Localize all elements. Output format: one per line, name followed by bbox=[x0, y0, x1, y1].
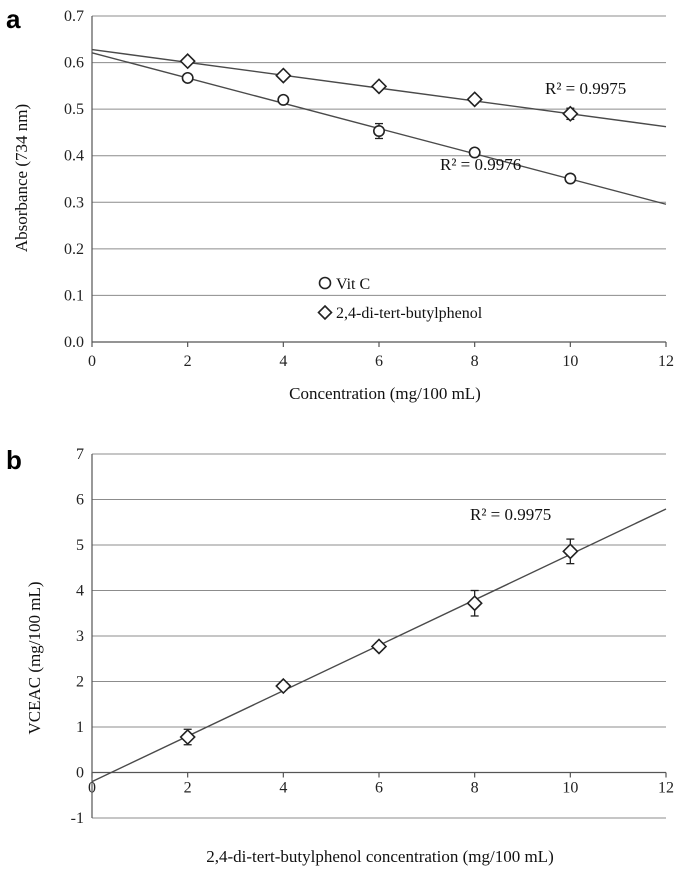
y-tick-label: 0.4 bbox=[64, 148, 84, 165]
y-tick-label: 0.0 bbox=[64, 334, 84, 351]
data-point-diamond bbox=[466, 91, 483, 108]
x-tick-label: 6 bbox=[375, 353, 383, 370]
data-point-diamond bbox=[370, 638, 388, 655]
legend-label-dtbp: 2,4-di-tert-butylphenol bbox=[336, 305, 483, 322]
y-tick-label: -1 bbox=[71, 810, 84, 827]
y-tick-label: 0.3 bbox=[64, 194, 84, 211]
x-tick-label: 2 bbox=[184, 780, 192, 797]
legend-circle-marker bbox=[318, 276, 332, 290]
x-tick-label: 4 bbox=[279, 353, 287, 370]
data-point-diamond bbox=[466, 595, 483, 612]
panel-a-legend: Vit C 2,4-di-tert-butylphenol bbox=[317, 276, 483, 322]
x-tick-label: 10 bbox=[562, 780, 578, 797]
panel-a-r2-dtbp-label: R² = 0.9975 bbox=[545, 79, 626, 98]
x-tick-label: 12 bbox=[658, 353, 674, 370]
x-tick-label: 10 bbox=[562, 353, 578, 370]
panel-b-r2-label: R² = 0.9975 bbox=[470, 505, 551, 524]
y-tick-label: 0.1 bbox=[64, 287, 84, 304]
y-tick-label: 0.2 bbox=[64, 241, 84, 258]
y-tick-label: 1 bbox=[76, 719, 84, 736]
y-tick-label: 0.5 bbox=[64, 101, 84, 118]
panel-b-letter: b bbox=[6, 445, 22, 475]
data-point-circle bbox=[372, 125, 385, 138]
y-tick-label: 5 bbox=[76, 537, 84, 554]
data-point-diamond bbox=[275, 677, 292, 695]
y-tick-label: 0 bbox=[76, 765, 84, 782]
y-tick-label: 6 bbox=[76, 492, 84, 509]
x-tick-label: 12 bbox=[658, 780, 674, 797]
x-tick-label: 6 bbox=[375, 780, 383, 797]
x-tick-label: 2 bbox=[184, 353, 192, 370]
y-tick-label: 2 bbox=[76, 674, 84, 691]
x-tick-label: 8 bbox=[471, 780, 479, 797]
panel-a-letter: a bbox=[6, 4, 21, 34]
data-point-circle bbox=[564, 172, 577, 185]
x-tick-label: 4 bbox=[279, 780, 287, 797]
panel-b-x-axis-title: 2,4-di-tert-butylphenol concentration (m… bbox=[206, 847, 553, 866]
y-tick-label: 0.7 bbox=[64, 8, 84, 25]
data-point-diamond bbox=[275, 67, 292, 84]
panel-b-y-axis-title: VCEAC (mg/100 mL) bbox=[25, 582, 44, 735]
panel-a-r2-vitc-label: R² = 0.9976 bbox=[440, 155, 521, 174]
data-point-diamond bbox=[179, 728, 196, 746]
y-tick-label: 3 bbox=[76, 628, 84, 645]
data-point-circle bbox=[468, 146, 481, 159]
data-point-circle bbox=[277, 93, 290, 106]
panel-a-x-axis-title: Concentration (mg/100 mL) bbox=[289, 384, 481, 403]
y-tick-label: 0.6 bbox=[64, 55, 84, 72]
panel-a-chart: a 0.0 0.1 0.2 0.3 0.4 0.5 0.6 0.7 0 2 4 6 8 10 12 R² =… bbox=[6, 4, 674, 403]
data-point-diamond bbox=[179, 53, 196, 70]
data-point-diamond bbox=[370, 78, 388, 95]
data-point-diamond bbox=[562, 105, 579, 122]
y-tick-label: 4 bbox=[76, 583, 84, 600]
x-tick-label: 8 bbox=[471, 353, 479, 370]
x-tick-label: 0 bbox=[88, 353, 96, 370]
x-tick-label: 0 bbox=[88, 780, 96, 797]
legend-diamond-marker bbox=[317, 304, 333, 321]
panel-a-y-axis-title: Absorbance (734 nm) bbox=[12, 104, 31, 252]
data-point-circle bbox=[181, 71, 194, 84]
legend-label-vitc: Vit C bbox=[336, 276, 370, 293]
data-point-diamond bbox=[562, 543, 579, 560]
y-tick-label: 7 bbox=[76, 446, 84, 463]
